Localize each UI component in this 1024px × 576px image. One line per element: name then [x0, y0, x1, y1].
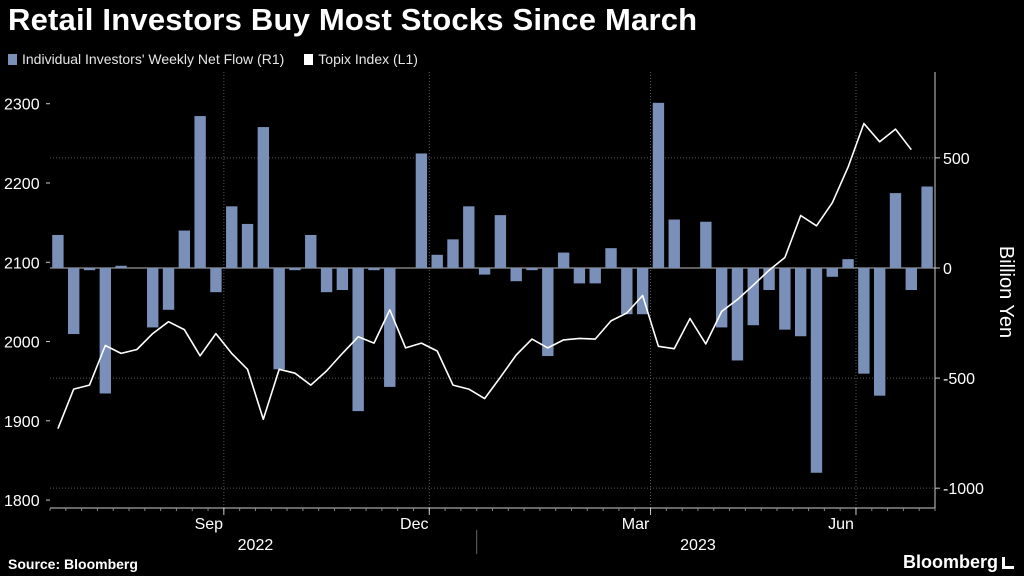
- net-flow-bar: [494, 215, 507, 268]
- right-tick-label: 500: [943, 151, 970, 168]
- legend-label-topix: Topix Index (L1): [318, 51, 418, 67]
- topix-line: [57, 122, 912, 429]
- net-flow-bar: [162, 267, 175, 310]
- net-flow-bar: [115, 265, 127, 268]
- net-flow-bar: [83, 267, 96, 271]
- net-flow-bar: [842, 259, 854, 268]
- net-flow-bar: [826, 267, 838, 277]
- brand-logo: Bloomberg: [903, 552, 1014, 573]
- net-flow-bar: [621, 267, 633, 315]
- net-flow-bar: [368, 267, 380, 271]
- net-flow-bar: [241, 223, 254, 268]
- net-flow-bar: [273, 267, 285, 370]
- net-flow-bar: [226, 206, 238, 268]
- legend-label-net-flow: Individual Investors' Weekly Net Flow (R…: [22, 51, 285, 67]
- net-flow-bar: [715, 267, 728, 328]
- net-flow-bar: [99, 267, 112, 394]
- net-flow-bar: [589, 267, 601, 284]
- bloomberg-chart-icon: [1002, 556, 1014, 569]
- net-flow-bar: [52, 234, 64, 268]
- net-flow-bar: [668, 219, 680, 268]
- net-flow-bar: [779, 267, 791, 330]
- net-flow-bar: [431, 254, 443, 268]
- legend-item-net-flow: Individual Investors' Weekly Net Flow (R…: [8, 51, 284, 67]
- net-flow-bar: [747, 267, 759, 326]
- net-flow-bar: [147, 267, 159, 328]
- net-flow-bar: [905, 267, 917, 290]
- right-tick-label: -1000: [943, 481, 984, 498]
- left-tick-label: 2100: [4, 255, 40, 272]
- net-flow-bar: [289, 267, 301, 271]
- x-month-label: Mar: [622, 516, 650, 533]
- net-flow-bar: [68, 267, 80, 335]
- net-flow-bar: [794, 267, 807, 337]
- net-flow-bar: [573, 267, 586, 284]
- net-flow-bars: [52, 102, 933, 473]
- net-flow-bar: [510, 267, 522, 282]
- net-flow-bar: [305, 234, 317, 268]
- net-flow-bar: [447, 239, 459, 268]
- net-flow-bar: [384, 267, 396, 387]
- net-flow-bar: [700, 221, 712, 268]
- grid-lines: [50, 72, 935, 508]
- net-flow-bar: [210, 267, 222, 293]
- net-flow-bar: [478, 267, 491, 275]
- net-flow-bar: [636, 267, 649, 315]
- net-flow-bar: [320, 267, 333, 293]
- axes: 1800 1900 2000 2100 2200 2300 -1000 -500 0 500 Sep…: [4, 72, 984, 554]
- topix-series-line: [57, 122, 912, 429]
- net-flow-bar: [921, 186, 933, 268]
- net-flow-bar: [763, 267, 775, 290]
- net-flow-bar: [858, 267, 870, 374]
- left-tick-label: 2300: [4, 97, 40, 114]
- net-flow-bar: [526, 267, 538, 271]
- x-month-label: Jun: [828, 516, 854, 533]
- net-flow-bar: [463, 206, 475, 268]
- net-flow-bar: [336, 267, 349, 290]
- net-flow-bar: [652, 102, 665, 268]
- source-note: Source: Bloomberg: [8, 556, 138, 572]
- left-tick-label: 1800: [4, 493, 40, 510]
- net-flow-bar: [557, 252, 570, 268]
- net-flow-bar: [542, 267, 554, 357]
- x-year-label: 2022: [238, 537, 274, 554]
- net-flow-bar: [731, 267, 744, 361]
- legend-item-topix: Topix Index (L1): [304, 51, 418, 67]
- legend-swatch-net-flow: [8, 53, 17, 65]
- net-flow-bar: [889, 193, 902, 268]
- chart-title: Retail Investors Buy Most Stocks Since M…: [8, 2, 698, 37]
- left-tick-label: 1900: [4, 414, 40, 431]
- net-flow-bar: [605, 248, 617, 268]
- left-tick-label: 2000: [4, 335, 40, 352]
- chart-legend: Individual Investors' Weekly Net Flow (R…: [8, 51, 438, 67]
- right-tick-label: 0: [943, 261, 952, 278]
- legend-swatch-topix: [304, 53, 314, 65]
- right-axis-label: Billion Yen: [995, 246, 1017, 338]
- net-flow-bar: [352, 267, 364, 412]
- net-flow-bar: [873, 267, 886, 396]
- x-month-label: Dec: [400, 516, 428, 533]
- x-year-label: 2023: [680, 537, 716, 554]
- net-flow-bar: [415, 153, 428, 268]
- brand-text: Bloomberg: [902, 552, 998, 572]
- net-flow-bar: [178, 230, 191, 268]
- x-month-label: Sep: [195, 516, 224, 533]
- net-flow-bar: [194, 116, 206, 268]
- right-tick-label: -500: [943, 371, 975, 388]
- left-tick-label: 2200: [4, 176, 40, 193]
- net-flow-bar: [257, 127, 270, 268]
- net-flow-bar: [810, 267, 823, 473]
